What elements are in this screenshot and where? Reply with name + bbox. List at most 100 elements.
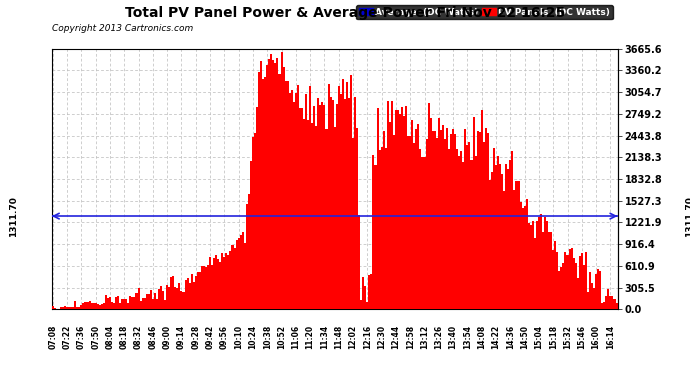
Bar [99,305,101,309]
Bar [346,81,348,309]
Bar [299,108,301,309]
Bar [426,139,428,309]
Bar [107,298,109,309]
Bar [290,90,293,309]
Text: 07:50: 07:50 [91,325,100,349]
Text: 15:04: 15:04 [535,325,544,349]
Bar [356,128,358,309]
Bar [241,232,244,309]
Text: 11:48: 11:48 [334,325,343,349]
Bar [182,292,184,309]
Text: 12:02: 12:02 [348,325,357,349]
Bar [230,251,232,309]
Bar [364,286,366,309]
Bar [471,160,473,309]
Bar [530,225,532,309]
Bar [66,307,68,309]
Bar [270,54,273,309]
Bar [528,223,530,309]
Bar [283,67,284,309]
Bar [111,302,113,309]
Text: 12:58: 12:58 [406,325,415,349]
Bar [244,243,246,309]
Text: 09:14: 09:14 [177,325,186,349]
Bar [128,303,129,309]
Bar [197,272,199,309]
Text: 13:26: 13:26 [434,325,443,349]
Bar [92,303,95,309]
Text: 07:22: 07:22 [63,325,72,349]
Bar [489,180,491,309]
Bar [209,257,211,309]
Bar [286,81,288,309]
Bar [411,120,413,309]
Bar [301,108,303,309]
Bar [597,269,599,309]
Legend: Average  (DC Watts), PV Panels  (DC Watts): Average (DC Watts), PV Panels (DC Watts) [356,5,613,20]
Bar [544,217,546,309]
Bar [526,198,528,309]
Bar [524,206,526,309]
Bar [319,105,322,309]
Text: 15:46: 15:46 [578,325,586,349]
Bar [141,298,144,309]
Bar [119,303,121,309]
Bar [407,135,409,309]
Bar [454,134,456,309]
Bar [550,232,552,309]
Bar [186,278,188,309]
Bar [101,304,103,309]
Text: 16:00: 16:00 [591,325,600,349]
Bar [117,296,119,309]
Bar [328,84,330,309]
Bar [611,296,613,309]
Bar [175,287,177,309]
Bar [158,289,160,309]
Bar [607,290,609,309]
Bar [409,136,411,309]
Bar [75,301,77,309]
Bar [124,299,126,309]
Bar [546,221,548,309]
Bar [221,253,224,309]
Text: 09:42: 09:42 [206,325,215,349]
Bar [581,252,583,309]
Bar [90,303,92,309]
Bar [293,102,295,309]
Bar [395,110,397,309]
Bar [177,288,179,309]
Bar [211,266,213,309]
Bar [277,58,279,309]
Bar [322,102,324,309]
Bar [589,272,591,309]
Bar [420,149,422,309]
Bar [552,250,554,309]
Text: 09:28: 09:28 [191,325,200,349]
Text: 12:16: 12:16 [363,325,372,349]
Text: 14:36: 14:36 [506,325,515,349]
Bar [428,103,430,309]
Bar [487,133,489,309]
Bar [368,275,371,309]
Bar [424,157,426,309]
Bar [144,298,146,309]
Bar [193,282,195,309]
Bar [560,267,562,309]
Bar [464,129,466,309]
Bar [440,130,442,309]
Bar [139,300,141,309]
Bar [313,106,315,309]
Bar [505,165,507,309]
Bar [417,124,420,309]
Bar [360,300,362,309]
Bar [579,256,581,309]
Bar [233,248,235,309]
Bar [86,302,88,309]
Bar [442,124,444,309]
Bar [273,60,275,309]
Bar [415,129,417,309]
Bar [430,118,432,309]
Text: 07:08: 07:08 [48,325,57,350]
Bar [554,241,556,309]
Bar [334,127,335,309]
